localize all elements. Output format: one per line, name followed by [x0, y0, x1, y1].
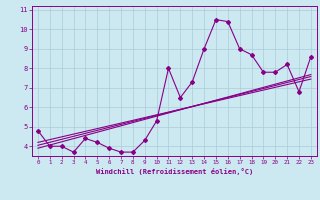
- X-axis label: Windchill (Refroidissement éolien,°C): Windchill (Refroidissement éolien,°C): [96, 168, 253, 175]
